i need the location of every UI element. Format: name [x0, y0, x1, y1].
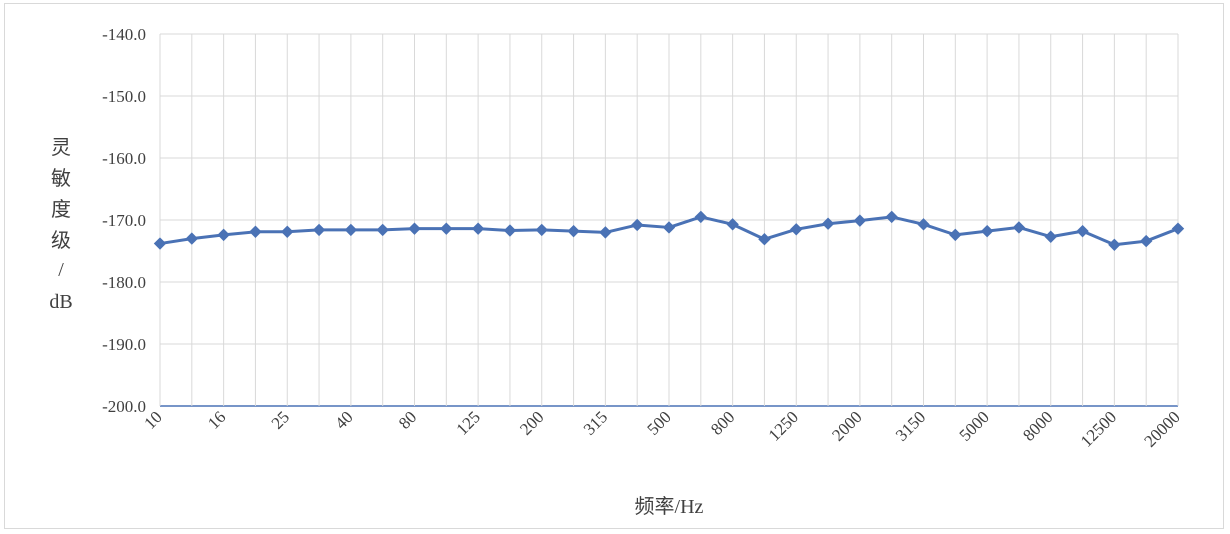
- x-tick-label: 3150: [892, 407, 929, 444]
- data-point-marker: [281, 225, 294, 238]
- data-point-marker: [1108, 238, 1121, 252]
- x-tick-label: 200: [516, 407, 547, 438]
- x-tick-label: 500: [643, 407, 674, 438]
- data-point-marker: [344, 223, 358, 237]
- y-tick-label: -170.0: [102, 211, 146, 230]
- x-tick-label: 8000: [1019, 407, 1056, 444]
- data-point-marker: [853, 214, 867, 227]
- data-point-marker: [1139, 234, 1153, 248]
- data-point-marker: [440, 222, 453, 235]
- chart-frame: [4, 3, 1224, 529]
- data-point-marker: [662, 221, 676, 234]
- y-axis-tick-labels: -140.0 -150.0 -160.0 -170.0 -180.0 -190.0 -200…: [102, 25, 146, 416]
- y-axis-title-char: dB: [49, 291, 72, 313]
- data-point-marker: [1044, 230, 1057, 243]
- data-point-marker: [790, 223, 803, 236]
- data-point-marker: [885, 210, 898, 224]
- data-point-marker: [535, 223, 548, 237]
- grid: [159, 33, 1179, 407]
- data-point-marker: [567, 224, 580, 238]
- data-point-marker: [599, 226, 612, 239]
- data-point-marker: [376, 223, 389, 237]
- y-tick-label: -140.0: [102, 25, 146, 44]
- data-point-marker: [185, 232, 199, 245]
- data-point-marker: [694, 210, 708, 224]
- data-point-marker: [980, 224, 994, 238]
- x-tick-label: 2000: [828, 407, 865, 444]
- x-tick-label: 5000: [955, 407, 992, 444]
- data-point-marker: [949, 228, 962, 242]
- y-axis-title-char: 度: [51, 198, 71, 221]
- y-axis-title-char: 级: [51, 229, 71, 252]
- data-point-marker: [1076, 224, 1089, 238]
- data-point-marker: [1171, 222, 1185, 235]
- data-point-marker: [758, 233, 771, 246]
- x-axis-title: 频率/Hz: [635, 495, 704, 518]
- y-axis-title-char: 灵: [51, 137, 71, 159]
- data-point-marker: [312, 223, 326, 237]
- x-tick-label: 800: [707, 407, 738, 438]
- data-point-marker: [249, 225, 262, 238]
- y-tick-label: -190.0: [102, 335, 146, 354]
- x-tick-label: 16: [204, 407, 229, 432]
- data-point-marker: [630, 218, 644, 232]
- x-tick-label: 125: [452, 407, 483, 438]
- data-point-marker: [503, 224, 517, 237]
- data-point-marker: [471, 222, 485, 235]
- x-tick-label: 40: [331, 407, 356, 432]
- x-tick-label: 315: [580, 407, 611, 438]
- data-point-marker: [726, 218, 739, 231]
- x-tick-label: 25: [268, 407, 293, 432]
- x-tick-label: 80: [395, 407, 420, 432]
- x-tick-label: 1250: [765, 407, 802, 444]
- x-tick-label: 12500: [1077, 407, 1120, 450]
- y-axis-title-char: /: [58, 259, 64, 281]
- y-tick-label: -160.0: [102, 149, 146, 168]
- data-point-marker: [821, 217, 835, 230]
- data-point-marker: [408, 222, 421, 235]
- data-point-marker: [1012, 221, 1026, 234]
- y-tick-label: -180.0: [102, 273, 146, 292]
- y-tick-label: -150.0: [102, 87, 146, 106]
- y-tick-label: -200.0: [102, 397, 146, 416]
- series-group: [153, 210, 1185, 252]
- x-tick-label: 20000: [1140, 407, 1183, 450]
- x-axis-tick-labels: 10 16 25 40 80 125 200 315 500 800 1250 2000 3150 500…: [140, 407, 1183, 450]
- y-axis-title-char: 敏: [51, 167, 71, 190]
- data-point-marker: [153, 237, 167, 250]
- data-point-marker: [917, 218, 930, 231]
- data-point-marker: [217, 228, 230, 242]
